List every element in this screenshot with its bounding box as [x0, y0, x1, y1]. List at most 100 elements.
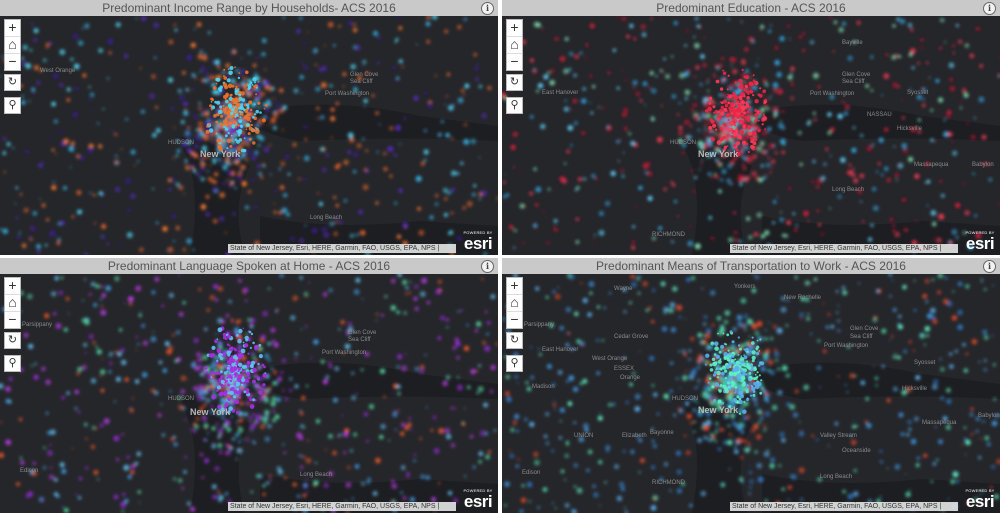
- density-dot: [982, 329, 988, 335]
- density-dot: [554, 408, 556, 411]
- home-icon[interactable]: ⌂: [5, 37, 20, 54]
- density-dot: [264, 436, 270, 442]
- density-dot: [770, 457, 776, 463]
- density-dot: [707, 141, 713, 148]
- density-dot: [620, 168, 624, 172]
- density-dot: [901, 116, 905, 120]
- density-dot: [911, 240, 917, 246]
- info-icon[interactable]: i: [481, 260, 494, 273]
- home-icon[interactable]: ⌂: [5, 295, 20, 312]
- zoom-in-button[interactable]: +: [5, 278, 20, 295]
- density-dot: [216, 158, 220, 161]
- density-dot: [245, 332, 249, 336]
- density-dot: [31, 470, 38, 477]
- density-dot: [257, 119, 262, 124]
- map-canvas[interactable]: [502, 274, 1000, 513]
- panel-title-bar: Predominant Language Spoken at Home - AC…: [0, 258, 498, 274]
- density-dot: [513, 274, 518, 278]
- density-dot: [396, 310, 400, 314]
- density-dot: [740, 115, 743, 118]
- density-dot: [732, 91, 736, 95]
- density-dot: [218, 498, 222, 503]
- density-dot: [397, 391, 401, 396]
- density-dot: [456, 384, 463, 391]
- home-icon[interactable]: ⌂: [507, 37, 522, 54]
- search-icon[interactable]: ⚲: [506, 97, 523, 114]
- density-dot: [798, 467, 805, 474]
- density-dot: [751, 288, 757, 294]
- density-dot: [911, 66, 915, 70]
- esri-logo[interactable]: POWERED BY esri: [965, 230, 995, 253]
- density-dot: [787, 499, 790, 501]
- info-icon[interactable]: i: [481, 2, 494, 15]
- zoom-in-button[interactable]: +: [507, 278, 522, 295]
- density-dot: [504, 504, 507, 507]
- density-dot: [227, 114, 231, 118]
- esri-logo[interactable]: POWERED BY esri: [463, 488, 493, 511]
- density-dot: [77, 410, 81, 414]
- density-dot: [733, 122, 736, 125]
- density-dot: [754, 109, 758, 113]
- density-dot: [102, 108, 105, 110]
- density-dot: [343, 432, 349, 437]
- density-dot: [31, 22, 34, 26]
- density-dot: [226, 137, 229, 139]
- density-dot: [185, 87, 189, 92]
- density-dot: [764, 128, 766, 131]
- esri-logo[interactable]: POWERED BY esri: [463, 230, 493, 253]
- density-dot: [473, 184, 477, 188]
- zoom-out-button[interactable]: −: [510, 311, 519, 327]
- density-dot: [940, 367, 945, 372]
- density-dot: [786, 220, 790, 225]
- map-canvas[interactable]: [0, 16, 498, 255]
- density-dot: [151, 290, 156, 295]
- density-dot: [711, 323, 715, 327]
- info-icon[interactable]: i: [983, 260, 996, 273]
- density-dot: [741, 163, 746, 168]
- density-dot: [736, 395, 740, 399]
- density-dot: [168, 39, 174, 45]
- density-dot: [743, 313, 749, 319]
- density-dot: [779, 431, 785, 437]
- map-canvas[interactable]: [0, 274, 498, 513]
- zoom-out-button[interactable]: −: [510, 53, 519, 69]
- density-dot: [202, 370, 207, 374]
- map-canvas[interactable]: [502, 16, 1000, 255]
- density-dot: [667, 398, 670, 402]
- density-dot: [220, 375, 224, 379]
- density-dot: [807, 313, 810, 316]
- density-dot: [745, 146, 749, 150]
- density-dot: [301, 61, 304, 64]
- info-icon[interactable]: i: [983, 2, 996, 15]
- density-dot: [554, 36, 559, 41]
- density-dot: [83, 342, 88, 347]
- esri-logo[interactable]: POWERED BY esri: [965, 488, 995, 511]
- density-dot: [282, 129, 284, 131]
- density-dot: [255, 109, 259, 114]
- density-dot: [279, 185, 285, 190]
- density-dot: [298, 454, 302, 457]
- density-dot: [239, 353, 242, 357]
- search-icon[interactable]: ⚲: [4, 355, 21, 372]
- refresh-icon[interactable]: ↻: [4, 74, 21, 91]
- zoom-in-button[interactable]: +: [5, 20, 20, 37]
- home-icon[interactable]: ⌂: [507, 295, 522, 312]
- zoom-out-button[interactable]: −: [8, 311, 17, 327]
- density-dot: [728, 182, 731, 185]
- density-dot: [920, 46, 923, 49]
- zoom-in-button[interactable]: +: [507, 20, 522, 37]
- refresh-icon[interactable]: ↻: [506, 332, 523, 349]
- refresh-icon[interactable]: ↻: [4, 332, 21, 349]
- density-dot: [621, 111, 628, 118]
- density-dot: [223, 371, 228, 375]
- zoom-out-button[interactable]: −: [8, 53, 17, 69]
- refresh-icon[interactable]: ↻: [506, 74, 523, 91]
- density-dot: [20, 460, 25, 465]
- density-dot: [750, 140, 754, 144]
- density-dot: [84, 422, 88, 427]
- density-dot: [297, 156, 300, 159]
- search-icon[interactable]: ⚲: [4, 97, 21, 114]
- search-icon[interactable]: ⚲: [506, 355, 523, 372]
- density-dot: [754, 402, 759, 407]
- density-dot: [45, 46, 49, 49]
